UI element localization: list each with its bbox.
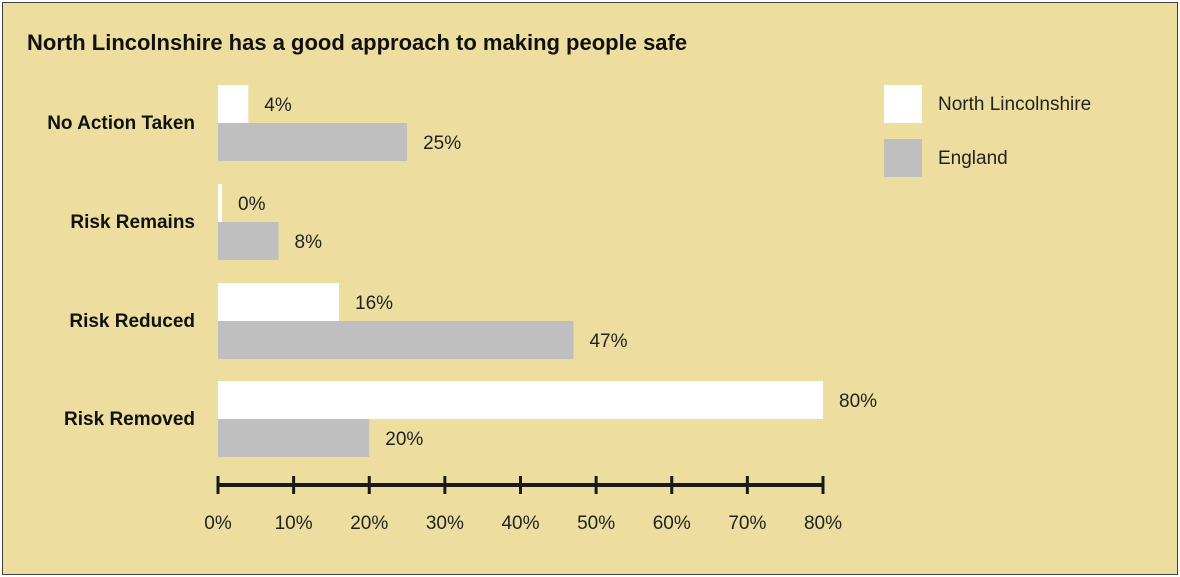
bar-england	[218, 321, 574, 359]
x-tick-label: 40%	[501, 513, 539, 534]
data-label: 47%	[589, 331, 627, 352]
category-label: Risk Removed	[64, 409, 195, 430]
chart-title: North Lincolnshire has a good approach t…	[27, 30, 688, 55]
x-tick-label: 20%	[350, 513, 388, 534]
data-label: 80%	[839, 391, 877, 412]
x-tick-label: 10%	[275, 513, 313, 534]
bar-england	[218, 222, 279, 260]
x-tick-label: 30%	[426, 513, 464, 534]
bar-north-lincolnshire	[218, 283, 339, 321]
x-tick-label: 60%	[653, 513, 691, 534]
bar-england	[218, 123, 408, 161]
legend-swatch	[884, 85, 922, 123]
legend-label: North Lincolnshire	[938, 94, 1091, 115]
data-label: 0%	[238, 194, 266, 215]
category-label: Risk Remains	[70, 212, 195, 233]
bar-england	[218, 419, 370, 457]
data-label: 8%	[295, 232, 323, 253]
x-tick-label: 80%	[804, 513, 842, 534]
x-tick-label: 50%	[577, 513, 615, 534]
legend-label: England	[938, 148, 1008, 169]
category-label: No Action Taken	[47, 113, 195, 134]
x-tick-label: 70%	[728, 513, 766, 534]
data-label: 20%	[385, 429, 423, 450]
data-label: 4%	[264, 95, 292, 116]
data-label: 25%	[423, 133, 461, 154]
bar-north-lincolnshire	[218, 381, 823, 419]
x-tick-label: 0%	[204, 513, 232, 534]
legend-swatch	[884, 139, 922, 177]
bar-north-lincolnshire	[218, 184, 222, 222]
bar-north-lincolnshire	[218, 85, 249, 123]
data-label: 16%	[355, 293, 393, 314]
category-label: Risk Reduced	[69, 311, 195, 332]
